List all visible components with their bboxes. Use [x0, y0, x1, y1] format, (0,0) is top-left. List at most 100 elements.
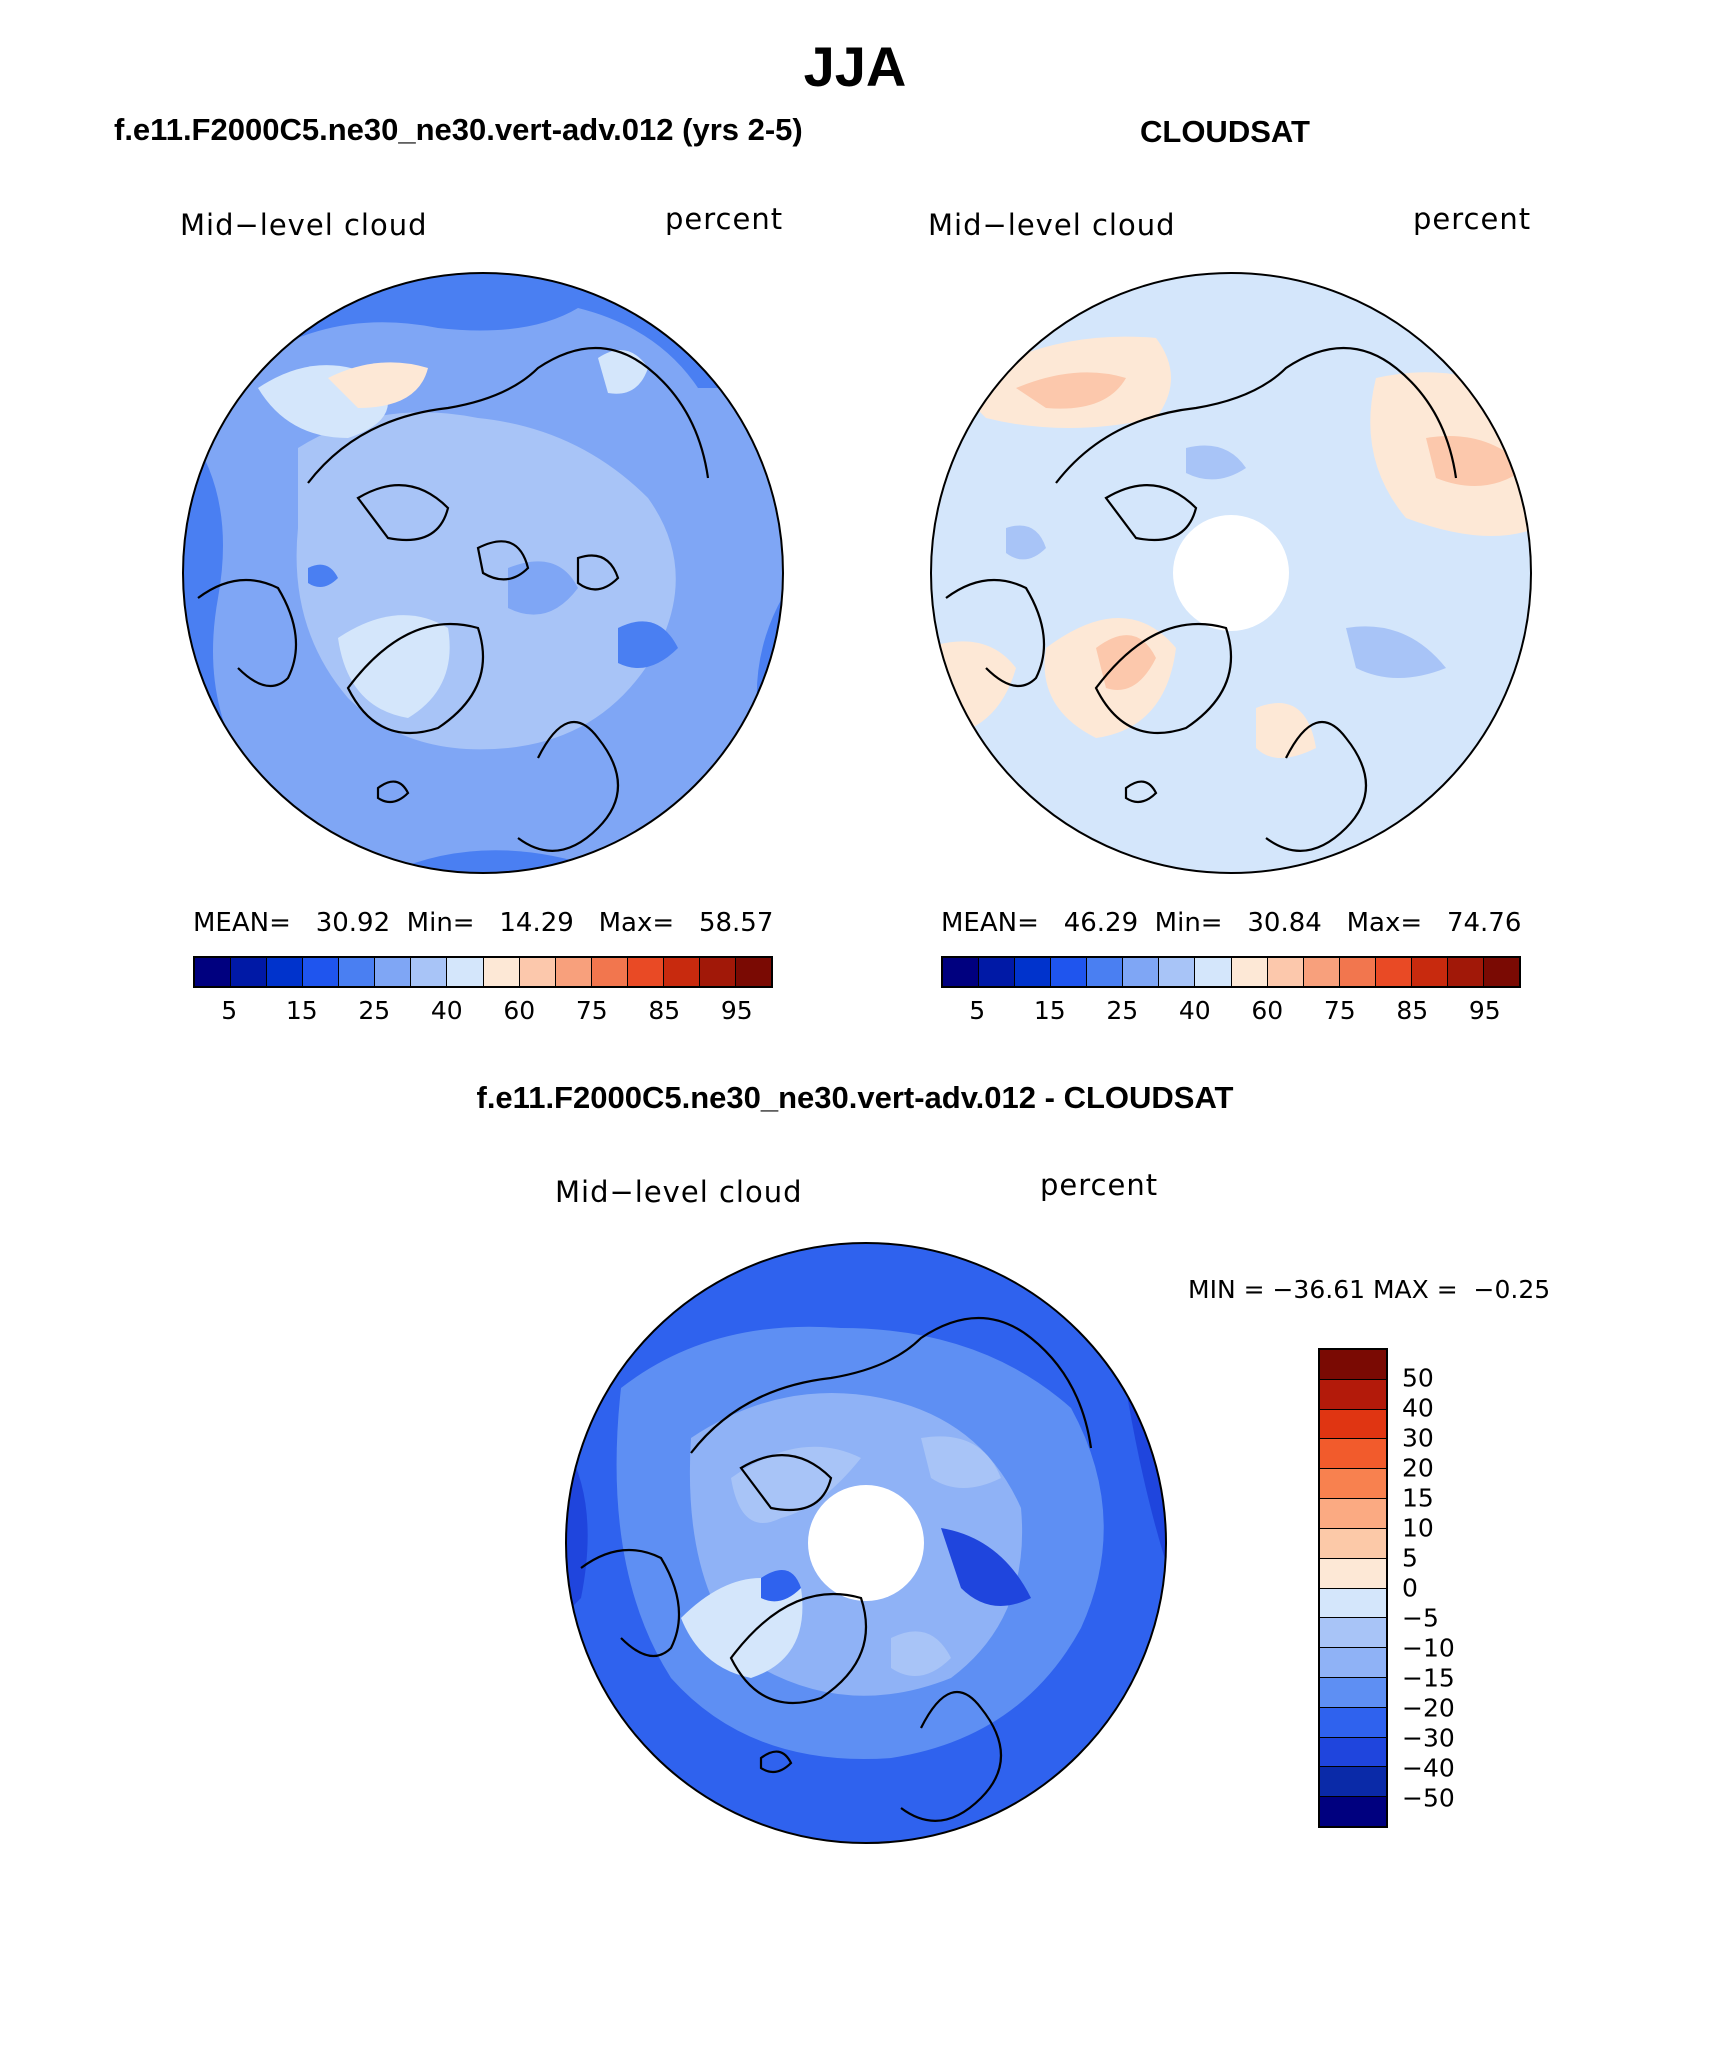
obs-colorbar-ticks: 5 15 25 40 60 75 85 95 — [941, 996, 1521, 1026]
colorbar-cell — [1320, 1707, 1386, 1738]
obs-panel-header: CLOUDSAT — [1140, 114, 1310, 149]
obs-min-value: 30.84 — [1247, 908, 1322, 938]
colorbar-cell — [1339, 958, 1376, 986]
model-max-label: Max= — [598, 908, 675, 938]
obs-max-value: 74.76 — [1446, 908, 1522, 938]
colorbar-cell — [1267, 958, 1304, 986]
diff-range-text: MIN = −36.61 MAX = −0.25 — [1188, 1275, 1551, 1304]
model-polar-map — [182, 272, 784, 874]
model-mean-label: MEAN= — [193, 908, 291, 938]
colorbar-cell — [1159, 958, 1196, 986]
model-max-value: 58.57 — [698, 908, 774, 938]
obs-mean-label: MEAN= — [941, 908, 1039, 938]
colorbar-cell — [1231, 958, 1268, 986]
model-colorbar-ticks: 5 15 25 40 60 75 85 95 — [193, 996, 773, 1026]
colorbar-cell — [267, 958, 304, 986]
diff-polar-map — [565, 1242, 1167, 1844]
page-title: JJA — [803, 35, 907, 98]
colorbar-tick-label: 5 — [221, 996, 238, 1025]
colorbar-cell — [555, 958, 592, 986]
colorbar-tick-label: 25 — [1106, 996, 1139, 1025]
colorbar-cell — [231, 958, 268, 986]
colorbar-tick-label: 0 — [1402, 1573, 1418, 1603]
colorbar-tick-label: 60 — [1251, 996, 1284, 1025]
colorbar-tick-label: −15 — [1402, 1663, 1455, 1693]
obs-variable-label: Mid−level cloud — [928, 208, 1176, 242]
colorbar-tick-label: 60 — [503, 996, 536, 1025]
colorbar-cell — [1320, 1469, 1386, 1500]
model-stats: MEAN= 30.92 Min= 14.29 Max= 58.57 — [193, 908, 773, 938]
model-panel-header: f.e11.F2000C5.ne30_ne30.vert-adv.012 (yr… — [114, 112, 803, 147]
model-variable-label: Mid−level cloud — [180, 208, 428, 242]
colorbar-cell — [1320, 1737, 1386, 1768]
obs-polar-map — [930, 272, 1532, 874]
colorbar-cell — [1320, 1409, 1386, 1440]
colorbar-tick-label: −20 — [1402, 1693, 1455, 1723]
colorbar-cell — [303, 958, 340, 986]
obs-min-label: Min= — [1154, 908, 1223, 938]
colorbar-cell — [1320, 1797, 1386, 1826]
colorbar-tick-label: 15 — [1033, 996, 1066, 1025]
colorbar-tick-label: 95 — [1468, 996, 1501, 1025]
colorbar-tick-label: 75 — [575, 996, 608, 1025]
colorbar-tick-label: 15 — [285, 996, 318, 1025]
colorbar-tick-label: 75 — [1323, 996, 1356, 1025]
colorbar-cell — [519, 958, 556, 986]
colorbar-tick-label: 85 — [1396, 996, 1429, 1025]
colorbar-cell — [1303, 958, 1340, 986]
colorbar-cell — [1051, 958, 1088, 986]
colorbar-cell — [1411, 958, 1448, 986]
model-mean-value: 30.92 — [315, 908, 391, 938]
obs-colorbar — [941, 956, 1521, 988]
colorbar-tick-label: 40 — [1402, 1393, 1434, 1423]
colorbar-cell — [943, 958, 980, 986]
colorbar-cell — [1483, 958, 1519, 986]
colorbar-cell — [591, 958, 628, 986]
colorbar-tick-label: −10 — [1402, 1633, 1455, 1663]
colorbar-tick-label: 20 — [1402, 1453, 1434, 1483]
colorbar-tick-label: −5 — [1402, 1603, 1439, 1633]
model-min-value: 14.29 — [499, 908, 574, 938]
colorbar-cell — [735, 958, 771, 986]
colorbar-tick-label: 85 — [648, 996, 681, 1025]
colorbar-cell — [483, 958, 520, 986]
colorbar-cell — [1447, 958, 1484, 986]
colorbar-tick-label: −40 — [1402, 1753, 1455, 1783]
colorbar-cell — [339, 958, 376, 986]
diff-panel-header: f.e11.F2000C5.ne30_ne30.vert-adv.012 - C… — [476, 1080, 1234, 1115]
diff-variable-label: Mid−level cloud — [555, 1175, 803, 1209]
colorbar-tick-label: −50 — [1402, 1783, 1455, 1813]
colorbar-cell — [1320, 1558, 1386, 1589]
colorbar-cell — [1320, 1350, 1386, 1380]
colorbar-cell — [1320, 1648, 1386, 1678]
colorbar-tick-label: 15 — [1402, 1483, 1434, 1513]
colorbar-cell — [627, 958, 664, 986]
colorbar-cell — [375, 958, 412, 986]
colorbar-cell — [699, 958, 736, 986]
colorbar-cell — [447, 958, 484, 986]
model-colorbar — [193, 956, 773, 988]
colorbar-tick-label: 95 — [720, 996, 753, 1025]
colorbar-cell — [1320, 1677, 1386, 1708]
colorbar-tick-label: 50 — [1402, 1363, 1434, 1393]
colorbar-cell — [1195, 958, 1232, 986]
obs-mean-value: 46.29 — [1063, 908, 1139, 938]
diff-colorbar-ticks: 50 40 30 20 15 10 5 0 −5 −10 −15 −20 −30 −40 −50 — [1402, 1348, 1482, 1828]
colorbar-cell — [1320, 1379, 1386, 1410]
model-min-label: Min= — [406, 908, 475, 938]
colorbar-tick-label: 30 — [1402, 1423, 1434, 1453]
diff-colorbar — [1318, 1348, 1388, 1828]
colorbar-cell — [1320, 1528, 1386, 1559]
colorbar-cell — [663, 958, 700, 986]
colorbar-tick-label: 5 — [1402, 1543, 1418, 1573]
colorbar-cell — [195, 958, 232, 986]
colorbar-cell — [1320, 1499, 1386, 1529]
colorbar-cell — [1320, 1588, 1386, 1619]
colorbar-tick-label: 40 — [1178, 996, 1211, 1025]
colorbar-cell — [1320, 1767, 1386, 1798]
colorbar-cell — [1087, 958, 1124, 986]
colorbar-cell — [1320, 1618, 1386, 1649]
obs-units-label: percent — [1413, 202, 1532, 236]
colorbar-cell — [1320, 1439, 1386, 1470]
model-units-label: percent — [665, 202, 784, 236]
